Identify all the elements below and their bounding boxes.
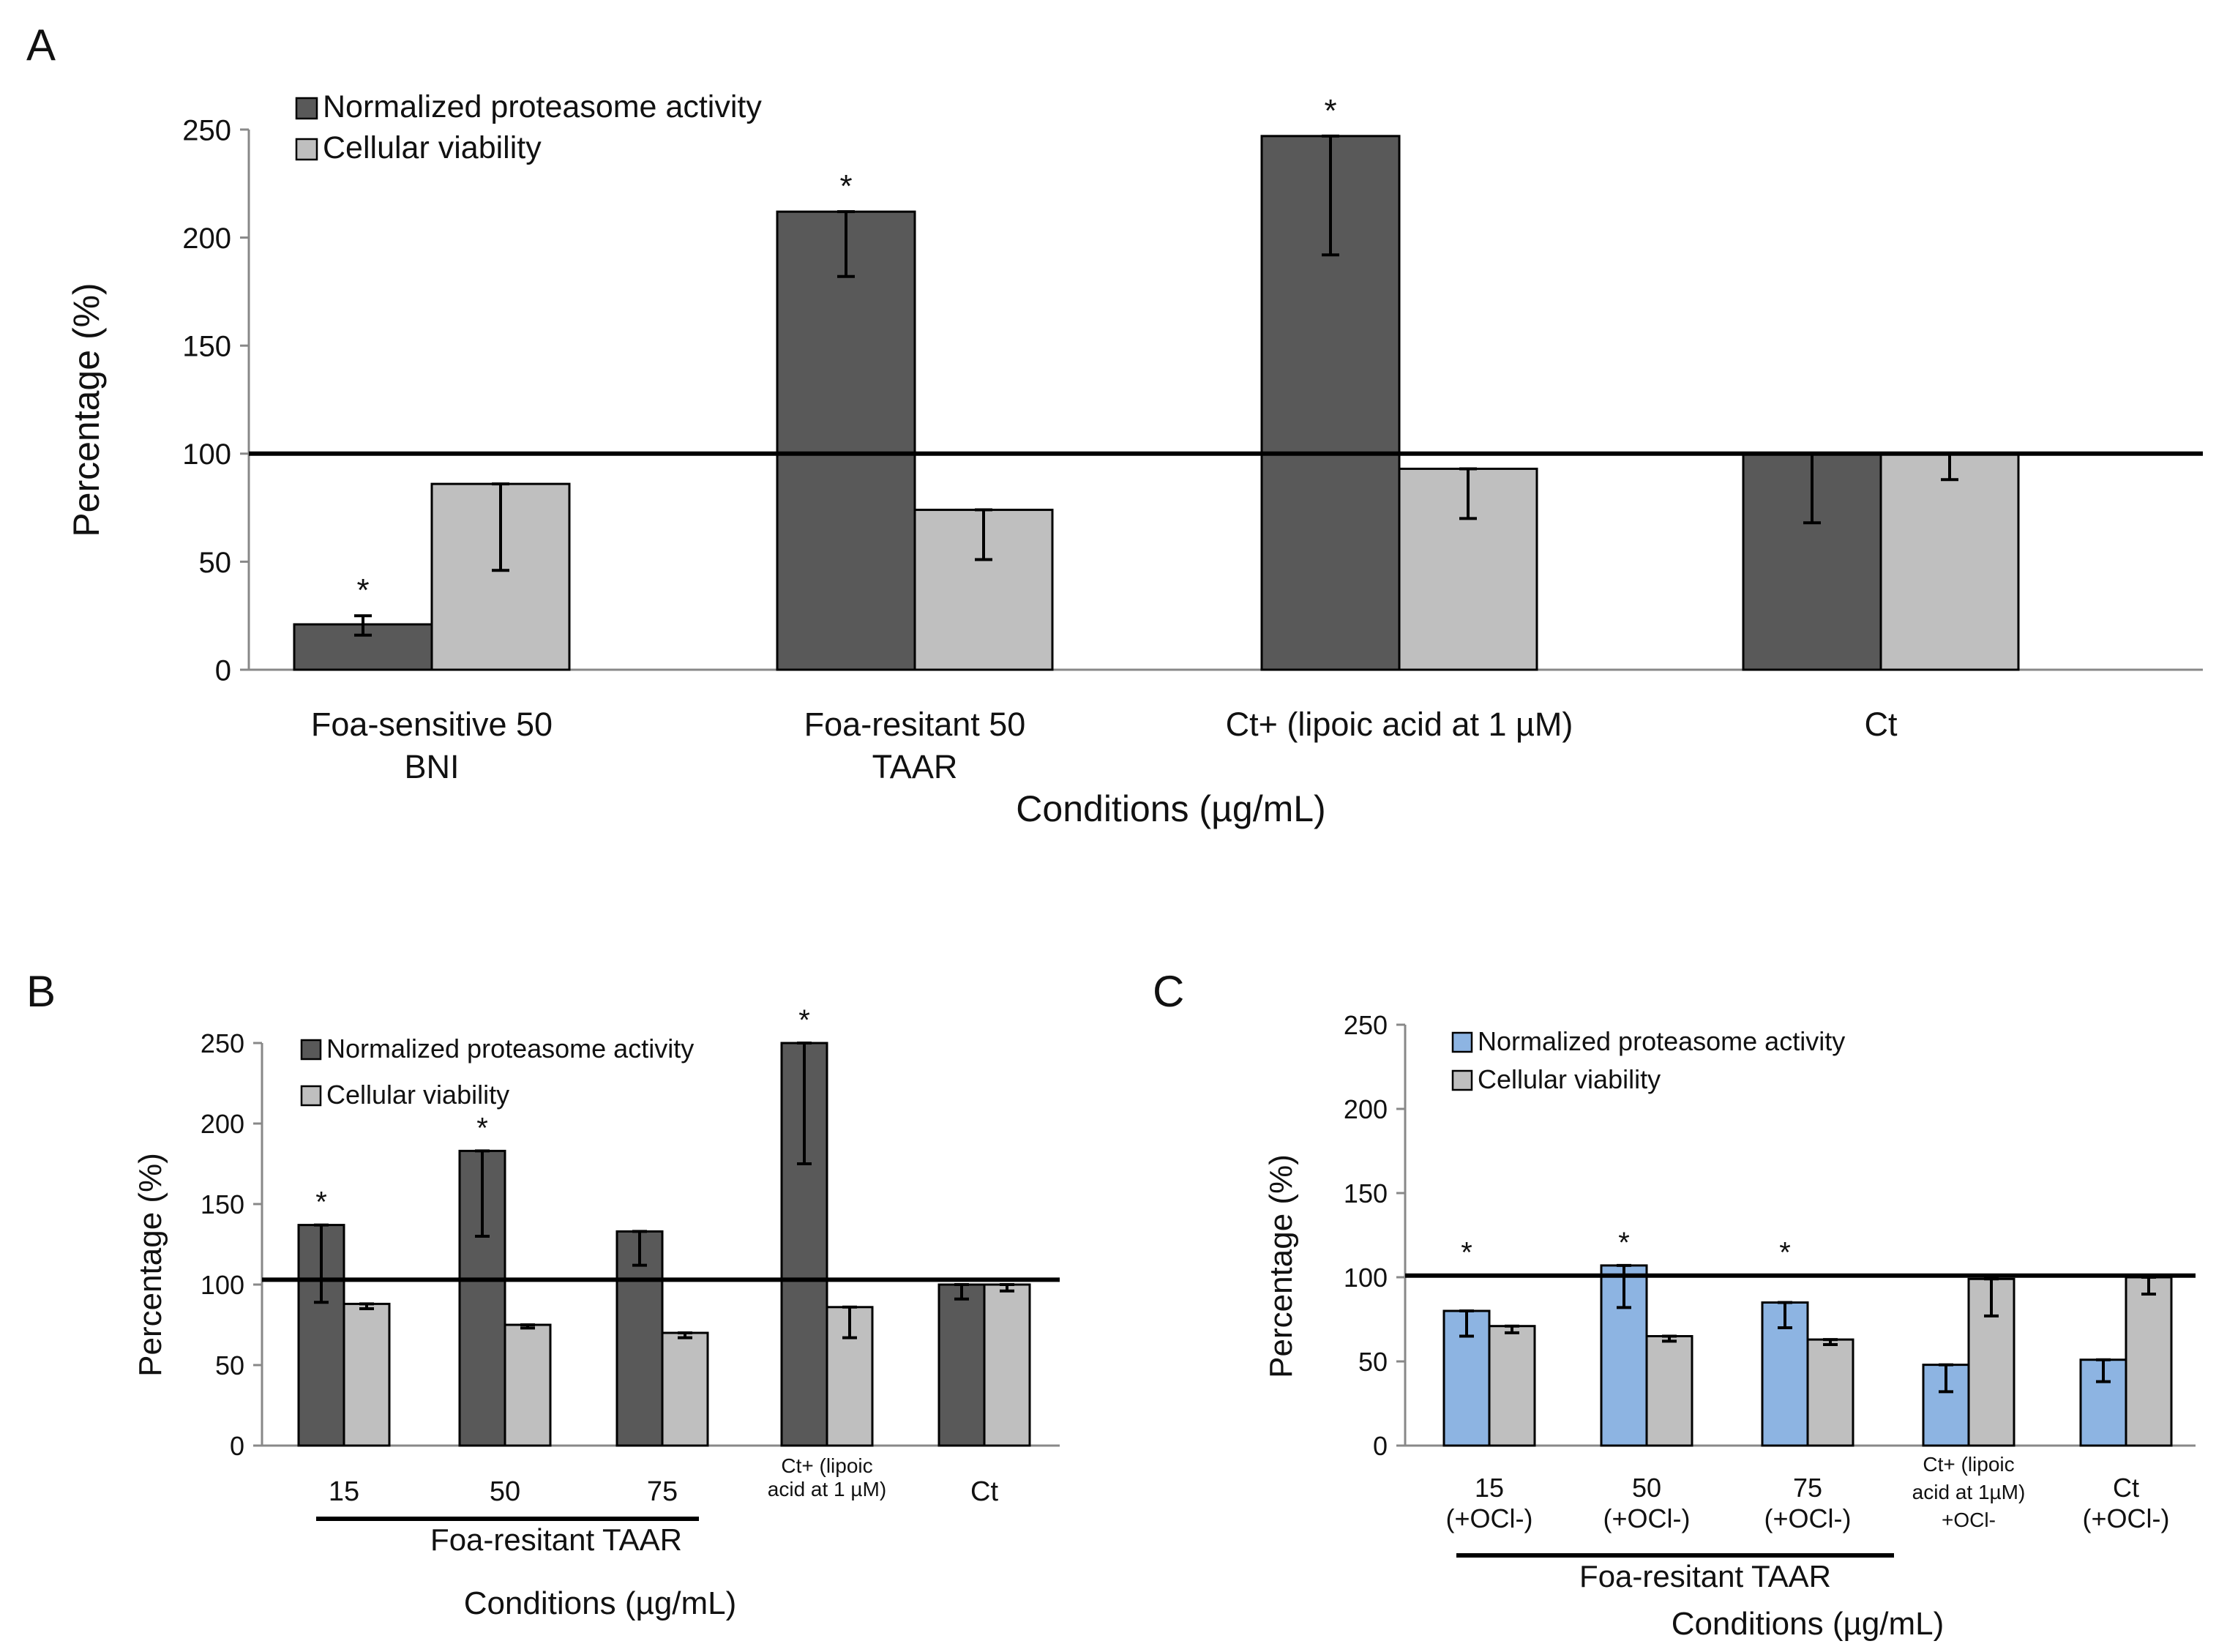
y-tick-label: 150 [1344,1178,1388,1208]
category-label: acid at 1 µM) [768,1478,886,1500]
y-tick-label: 150 [182,331,231,363]
y-tick-label: 50 [199,547,232,579]
legend: Normalized proteasome activity Cellular v… [1451,1026,1845,1094]
category-label: 50 [1632,1473,1661,1503]
significance-asterisk: * [315,1186,327,1219]
significance-asterisk: * [476,1112,488,1144]
category-label: Ct [970,1476,998,1507]
legend-swatch [300,1085,322,1107]
category-label: BNI [404,748,459,785]
category-label: 75 [1793,1473,1822,1503]
legend-swatch [295,138,318,161]
bar [661,1331,709,1447]
bar [776,210,916,671]
y-tick-label: 0 [230,1431,244,1461]
y-tick-label: 150 [201,1189,244,1219]
bar [1879,452,2020,671]
significance-asterisk: * [798,1004,810,1036]
bar [1806,1338,1854,1447]
y-tick-label: 250 [1344,1010,1388,1040]
category-label: Ct+ (lipoic [781,1454,872,1477]
category-label: Foa-resitant 50 [804,706,1026,743]
legend-entry: Cellular viability [1478,1064,1661,1094]
bar [1645,1335,1693,1447]
category-label: 15 [1475,1473,1504,1503]
legend-entry: Cellular viability [323,130,542,165]
legend: Normalized proteasome activity Cellular v… [295,89,762,165]
bar [504,1323,552,1447]
bar [343,1302,391,1447]
panel-b: B 0 50 100 150 200 250 Percentage (%) 15 50 75 Ct+ … [26,967,1060,1621]
significance-asterisk: * [839,168,852,204]
category-label: (+OCl-) [1446,1503,1533,1533]
y-tick-label: 200 [182,223,231,255]
significance-asterisk: * [1461,1237,1472,1269]
bar [615,1230,664,1447]
legend-entry: Normalized proteasome activity [1478,1026,1845,1056]
bar [937,1283,986,1447]
category-label: 15 [329,1476,359,1507]
y-tick-label: 100 [1344,1263,1388,1293]
significance-asterisk: * [1779,1237,1791,1269]
y-tick-label: 0 [1373,1431,1388,1461]
group-label: Foa-resitant TAAR [430,1522,682,1557]
y-tick-label: 250 [182,114,231,146]
x-axis-label: Conditions (µg/mL) [1672,1606,1945,1642]
category-label: +OCl- [1942,1509,1996,1531]
bar [983,1283,1031,1447]
category-label: (+OCl-) [1764,1503,1852,1533]
bar [2125,1276,2173,1447]
category-label: Ct+ (lipoic [1923,1453,2014,1476]
significance-asterisk: * [356,572,369,608]
x-axis-label: Conditions (µg/mL) [1016,788,1325,829]
category-label: (+OCl-) [2083,1503,2170,1533]
category-label: 75 [647,1476,678,1507]
legend-entry: Cellular viability [326,1080,509,1110]
category-label: TAAR [872,748,958,785]
significance-asterisk: * [1618,1227,1630,1259]
category-label: 50 [490,1476,520,1507]
category-label: acid at 1µM) [1912,1481,2026,1503]
panel-label: B [26,967,56,1016]
y-tick-label: 200 [201,1109,244,1139]
legend-swatch [1451,1031,1473,1053]
y-tick-label: 100 [201,1270,244,1300]
category-label: Foa-sensitive 50 [311,706,553,743]
y-axis-label: Percentage (%) [1263,1154,1299,1378]
category-label: Ct+ (lipoic acid at 1 µM) [1226,706,1573,743]
y-tick-label: 250 [201,1028,244,1058]
category-label: Ct [2113,1473,2139,1503]
group-label: Foa-resitant TAAR [1579,1559,1831,1593]
legend-entry: Normalized proteasome activity [323,89,762,124]
significance-asterisk: * [1324,93,1336,129]
category-label: (+OCl-) [1603,1503,1691,1533]
legend-swatch [295,97,318,120]
legend-swatch [1451,1069,1473,1091]
legend-entry: Normalized proteasome activity [326,1034,694,1064]
y-axis-label: Percentage (%) [66,283,107,537]
x-axis-label: Conditions (µg/mL) [464,1585,737,1621]
y-tick-label: 50 [1358,1347,1388,1377]
y-tick-label: 50 [215,1350,244,1380]
panel-label: A [26,20,56,70]
panel-label: C [1153,967,1184,1016]
bar [1260,135,1401,671]
category-label: Ct [1865,706,1898,743]
panel-a: A 0 50 100 150 200 250 Percentage (%) Foa-sensit… [26,20,2203,829]
y-tick-label: 100 [182,438,231,471]
y-tick-label: 0 [215,654,231,687]
bar [1488,1325,1536,1447]
legend-swatch [300,1039,322,1061]
legend: Normalized proteasome activity Cellular v… [300,1034,694,1110]
y-tick-label: 200 [1344,1094,1388,1124]
y-axis-label: Percentage (%) [132,1153,168,1377]
